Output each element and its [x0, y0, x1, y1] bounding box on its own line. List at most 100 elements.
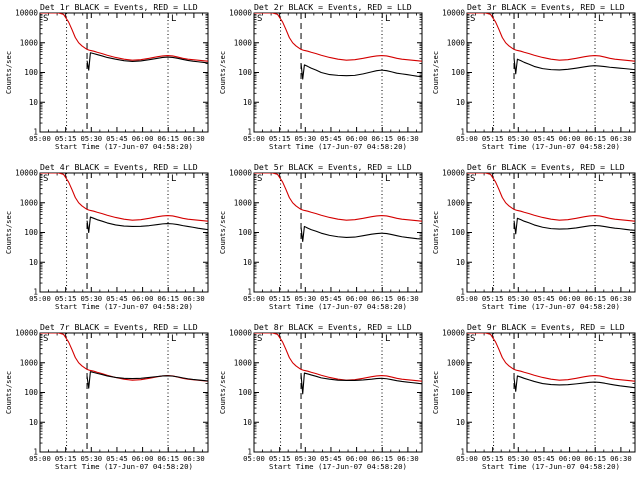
y-tick-label: 10	[243, 258, 253, 267]
plot-title: Det 5r BLACK = Events, RED = LLD	[254, 162, 412, 172]
x-tick-label: 05:15	[269, 294, 291, 303]
x-tick-label: 06:30	[397, 454, 419, 463]
x-tick-label: 05:00	[456, 294, 478, 303]
y-tick-label: 10	[243, 98, 253, 107]
y-tick-label: 10000	[442, 169, 465, 178]
y-tick-label: 10	[243, 418, 253, 427]
corner-label-s: S	[43, 14, 48, 24]
x-tick-label: 05:45	[320, 454, 342, 463]
plot-series-group	[40, 333, 208, 389]
y-tick-label: 1	[33, 128, 38, 137]
corner-label-s: S	[43, 174, 48, 184]
x-axis-label: Start Time (17-Jun-07 04:58:20)	[55, 462, 193, 471]
x-tick-label: 05:15	[55, 454, 77, 463]
x-tick-label: 06:30	[610, 454, 632, 463]
detector-plot: Det 8r BLACK = Events, RED = LLD 1 10 100 10…	[218, 322, 423, 471]
y-axis-label: Counts/sec	[4, 371, 13, 414]
events-series-line	[86, 371, 208, 389]
x-tick-label: 06:30	[183, 294, 205, 303]
plot-frame	[39, 172, 209, 293]
plot-frame	[253, 332, 423, 453]
lld-series-line	[467, 13, 635, 62]
x-tick-label: 05:30	[80, 294, 102, 303]
y-tick-label: 1	[247, 448, 252, 457]
corner-label-l: L	[171, 334, 176, 344]
y-tick-label: 100	[24, 388, 38, 397]
y-tick-label: 1	[247, 128, 252, 137]
x-axis-label: Start Time (17-Jun-07 04:58:20)	[269, 302, 407, 311]
detector-plot: Det 4r BLACK = Events, RED = LLD 1 10 100 10…	[4, 162, 209, 311]
lld-series-line	[254, 173, 422, 222]
corner-label-l: L	[385, 174, 390, 184]
x-tick-label: 05:30	[507, 134, 529, 143]
y-tick-label: 10000	[15, 329, 38, 338]
corner-label-s: S	[470, 14, 475, 24]
x-axis-label: Start Time (17-Jun-07 04:58:20)	[269, 462, 407, 471]
plot-series-group	[467, 173, 635, 235]
plot-title: Det 8r BLACK = Events, RED = LLD	[254, 322, 412, 332]
detector-plot: Det 7r BLACK = Events, RED = LLD 1 10 100 10…	[4, 322, 209, 471]
x-tick-label: 05:45	[106, 454, 128, 463]
x-tick-label: 06:00	[346, 134, 368, 143]
y-axis-label: Counts/sec	[431, 211, 440, 254]
y-tick-label: 1	[247, 288, 252, 297]
y-tick-label: 10	[29, 418, 39, 427]
y-tick-label: 10000	[229, 329, 252, 338]
x-tick-label: 05:15	[269, 134, 291, 143]
events-series-line	[86, 216, 208, 234]
x-tick-label: 05:45	[320, 294, 342, 303]
y-tick-label: 1000	[20, 358, 39, 367]
plot-title: Det 6r BLACK = Events, RED = LLD	[467, 162, 625, 172]
x-tick-label: 06:30	[183, 134, 205, 143]
x-tick-label: 06:15	[157, 134, 179, 143]
x-axis-label: Start Time (17-Jun-07 04:58:20)	[269, 142, 407, 151]
events-series-line	[513, 58, 635, 75]
y-tick-label: 10000	[442, 9, 465, 18]
y-tick-label: 100	[238, 228, 252, 237]
y-axis-label: Counts/sec	[218, 51, 227, 94]
corner-label-l: L	[598, 14, 603, 24]
x-tick-label: 05:15	[482, 294, 504, 303]
x-tick-label: 05:45	[533, 134, 555, 143]
plot-frame	[466, 12, 636, 133]
events-series-line	[513, 375, 635, 392]
corner-label-l: L	[385, 334, 390, 344]
x-tick-label: 05:45	[320, 134, 342, 143]
y-tick-label: 10000	[229, 9, 252, 18]
y-tick-label: 1000	[447, 198, 466, 207]
plot-series-group	[40, 13, 208, 71]
corner-label-l: L	[385, 14, 390, 24]
y-tick-label: 100	[451, 68, 465, 77]
y-tick-label: 1000	[20, 38, 39, 47]
x-tick-label: 06:30	[610, 134, 632, 143]
x-tick-label: 05:15	[55, 134, 77, 143]
y-tick-label: 10000	[15, 169, 38, 178]
x-tick-label: 06:15	[371, 294, 393, 303]
lld-series-line	[254, 333, 422, 382]
detector-plot: Det 2r BLACK = Events, RED = LLD 1 10 100 10…	[218, 2, 423, 151]
x-tick-label: 06:00	[559, 294, 581, 303]
x-tick-label: 06:15	[584, 454, 606, 463]
x-tick-label: 06:30	[397, 294, 419, 303]
corner-label-s: S	[257, 14, 262, 24]
events-series-line	[86, 52, 208, 71]
plot-title: Det 9r BLACK = Events, RED = LLD	[467, 322, 625, 332]
plot-series-group	[467, 333, 635, 392]
x-tick-label: 05:00	[243, 294, 265, 303]
corner-label-s: S	[257, 334, 262, 344]
y-tick-label: 1000	[234, 358, 253, 367]
y-tick-label: 1000	[234, 38, 253, 47]
x-tick-label: 05:30	[294, 134, 316, 143]
y-tick-label: 1	[33, 448, 38, 457]
y-tick-label: 1000	[447, 358, 466, 367]
x-tick-label: 06:00	[559, 454, 581, 463]
y-axis-label: Counts/sec	[4, 211, 13, 254]
plot-series-group	[254, 173, 422, 243]
x-tick-label: 05:00	[29, 454, 51, 463]
x-tick-label: 06:15	[584, 134, 606, 143]
y-tick-label: 100	[238, 388, 252, 397]
lld-series-line	[254, 13, 422, 62]
y-tick-label: 100	[238, 68, 252, 77]
plot-frame	[39, 332, 209, 453]
